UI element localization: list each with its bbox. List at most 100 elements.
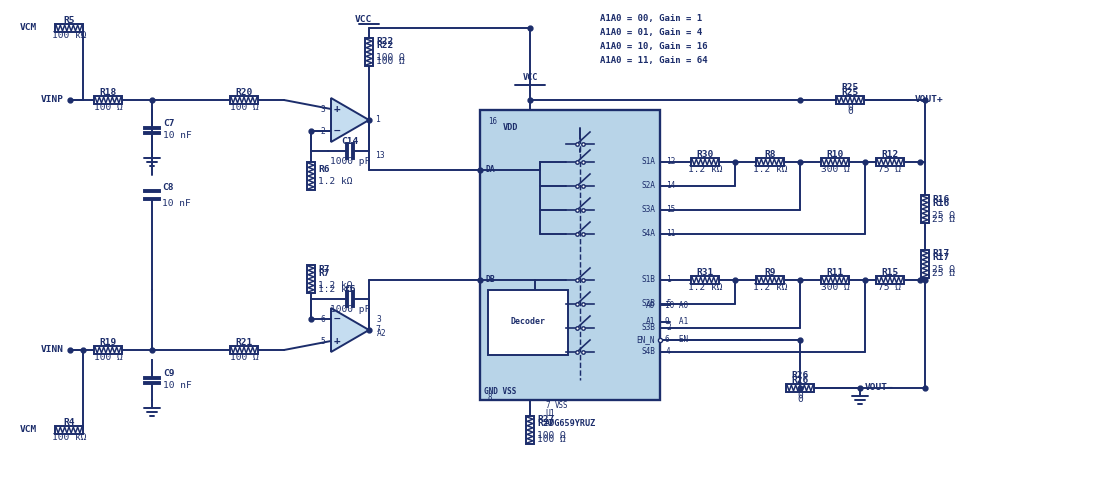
Text: A1A0 = 11, Gain = 64: A1A0 = 11, Gain = 64 <box>600 55 707 65</box>
Text: R25: R25 <box>841 88 858 97</box>
Polygon shape <box>331 308 369 352</box>
Text: 1.2 kΩ: 1.2 kΩ <box>318 284 353 294</box>
Text: S1B: S1B <box>642 276 655 284</box>
Text: S3A: S3A <box>642 205 655 214</box>
Text: R27: R27 <box>537 419 554 428</box>
Text: S3B: S3B <box>642 323 655 333</box>
Bar <box>756 158 784 166</box>
Text: 9  A1: 9 A1 <box>665 318 688 326</box>
Text: 10 nF: 10 nF <box>162 199 191 207</box>
Text: R20: R20 <box>235 88 253 97</box>
Text: 4: 4 <box>666 348 670 357</box>
Text: C6: C6 <box>344 284 356 294</box>
Text: R16: R16 <box>932 199 949 207</box>
Bar <box>55 24 83 32</box>
Bar <box>876 158 904 166</box>
Text: 1000 pF: 1000 pF <box>330 305 370 313</box>
Text: R4: R4 <box>64 418 74 427</box>
Text: 11: 11 <box>666 229 676 239</box>
Text: 100 Ω: 100 Ω <box>230 103 258 112</box>
Text: −: − <box>334 126 341 136</box>
Bar <box>821 158 849 166</box>
Text: A1A0 = 01, Gain = 4: A1A0 = 01, Gain = 4 <box>600 27 702 37</box>
Text: 1.2 kΩ: 1.2 kΩ <box>318 177 353 187</box>
Bar <box>756 276 784 284</box>
Text: 100 Ω: 100 Ω <box>94 103 123 112</box>
Text: 16: 16 <box>488 118 497 126</box>
Text: VCC: VCC <box>355 15 371 25</box>
Text: EN_N: EN_N <box>636 335 655 345</box>
Text: R16: R16 <box>932 195 949 203</box>
Text: R27: R27 <box>537 415 554 425</box>
Text: VOUT+: VOUT+ <box>915 95 944 105</box>
Bar <box>230 96 258 104</box>
Text: −: − <box>334 314 341 324</box>
Text: VINN: VINN <box>41 346 64 354</box>
Text: 100 Ω: 100 Ω <box>537 436 566 444</box>
Text: 7: 7 <box>545 401 550 410</box>
Text: A1A0 = 10, Gain = 16: A1A0 = 10, Gain = 16 <box>600 41 707 51</box>
Text: Decoder: Decoder <box>510 318 545 326</box>
Text: R10: R10 <box>827 150 843 159</box>
Text: A1: A1 <box>646 318 655 326</box>
Bar <box>835 96 864 104</box>
Text: R30: R30 <box>696 150 714 159</box>
Bar <box>94 346 122 354</box>
Text: R7: R7 <box>318 268 330 278</box>
Bar <box>876 276 904 284</box>
Text: 2: 2 <box>320 126 325 135</box>
Text: C14: C14 <box>342 136 359 146</box>
Text: R25: R25 <box>841 83 858 93</box>
Text: 100 kΩ: 100 kΩ <box>51 433 87 442</box>
Text: R31: R31 <box>696 268 714 277</box>
Text: R26: R26 <box>792 372 808 380</box>
Text: R22: R22 <box>376 41 393 51</box>
Text: 25 Ω: 25 Ω <box>932 214 955 224</box>
Text: A0: A0 <box>646 300 655 309</box>
Text: VCC: VCC <box>522 73 538 82</box>
Text: 1: 1 <box>374 116 380 124</box>
Text: R7: R7 <box>318 265 330 273</box>
Text: 15: 15 <box>666 205 676 214</box>
Text: C9: C9 <box>163 370 174 378</box>
Bar <box>365 38 373 66</box>
Text: 100 Ω: 100 Ω <box>230 353 258 362</box>
Bar <box>488 290 568 355</box>
Text: R21: R21 <box>235 338 253 347</box>
Text: VDD: VDD <box>503 123 518 133</box>
Text: 300 Ω: 300 Ω <box>820 165 850 174</box>
Text: DB: DB <box>485 276 495 284</box>
Text: S4A: S4A <box>642 229 655 239</box>
Text: 13: 13 <box>374 150 384 160</box>
Text: 1.2 kΩ: 1.2 kΩ <box>318 281 353 290</box>
Text: VINP: VINP <box>41 95 64 105</box>
Text: +: + <box>334 104 341 114</box>
Text: 0: 0 <box>848 107 853 117</box>
Text: 2: 2 <box>666 323 670 333</box>
Text: R15: R15 <box>881 268 899 277</box>
Text: 100 Ω: 100 Ω <box>376 57 405 67</box>
Text: 8: 8 <box>488 392 493 402</box>
Bar <box>230 346 258 354</box>
Bar <box>786 384 814 392</box>
Polygon shape <box>331 98 369 142</box>
Text: R9: R9 <box>764 268 775 277</box>
Text: 100 kΩ: 100 kΩ <box>51 31 87 40</box>
Text: 1.2 kΩ: 1.2 kΩ <box>752 283 787 292</box>
Text: 0: 0 <box>848 103 853 112</box>
Bar <box>921 195 929 223</box>
Text: VCM: VCM <box>20 24 37 32</box>
Text: R26: R26 <box>792 376 808 385</box>
Text: 100 Ω: 100 Ω <box>537 431 566 441</box>
Bar <box>921 250 929 278</box>
Text: VSS: VSS <box>555 401 568 410</box>
Text: S2B: S2B <box>642 299 655 308</box>
Text: 25 Ω: 25 Ω <box>932 269 955 279</box>
Text: 5: 5 <box>320 336 325 346</box>
Text: R22: R22 <box>376 38 393 46</box>
Text: 10 nF: 10 nF <box>163 132 192 140</box>
Text: R19: R19 <box>100 338 117 347</box>
Text: 100 Ω: 100 Ω <box>376 54 405 63</box>
Text: A2: A2 <box>377 330 387 338</box>
Text: R18: R18 <box>100 88 117 97</box>
